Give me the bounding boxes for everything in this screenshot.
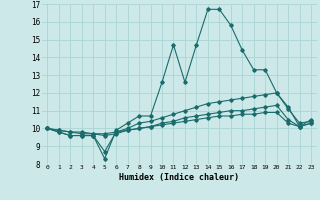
X-axis label: Humidex (Indice chaleur): Humidex (Indice chaleur) bbox=[119, 173, 239, 182]
